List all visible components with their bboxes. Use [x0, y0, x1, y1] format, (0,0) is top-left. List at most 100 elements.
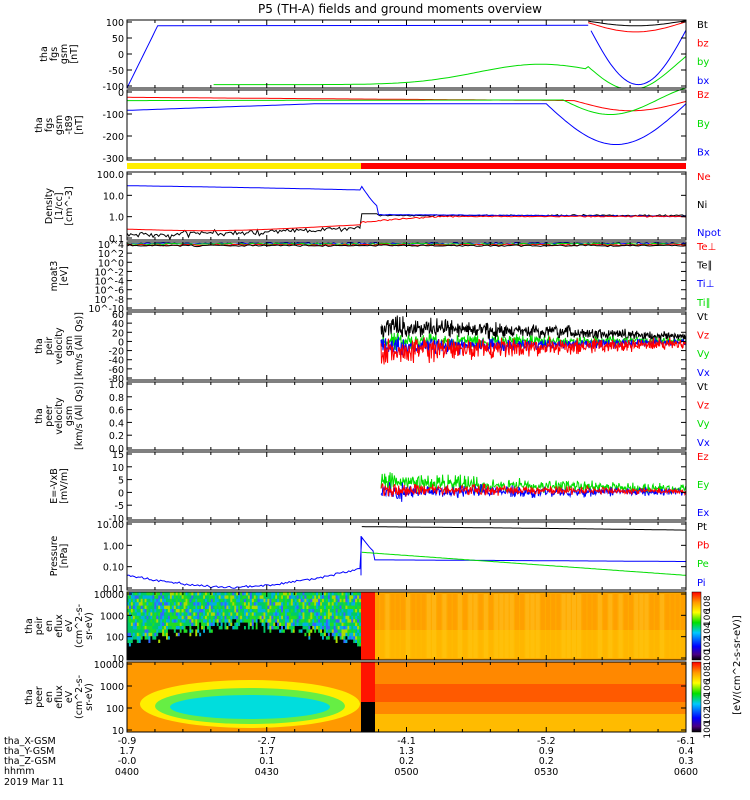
spectrogram-cell	[359, 622, 362, 627]
spectrogram-cell	[320, 619, 323, 624]
spectrogram-cell	[345, 605, 348, 610]
spectrogram-cell	[329, 598, 333, 603]
spectrogram-cell	[208, 609, 212, 613]
spectrogram-cell	[251, 619, 255, 624]
spectrogram-cell	[261, 612, 265, 617]
spectrogram-cell	[255, 646, 259, 651]
spectrogram-cell	[187, 598, 190, 603]
spectrogram-cell	[240, 643, 243, 647]
spectrogram-cell	[318, 653, 321, 658]
spectrogram-cell	[187, 592, 190, 596]
spectrogram-cell	[271, 592, 274, 596]
spectrogram-cell	[130, 643, 134, 647]
spectrogram-cell	[140, 622, 144, 627]
spectrogram-cell	[327, 653, 331, 658]
spectrogram-cell	[128, 626, 132, 630]
legend-label: Vx	[697, 368, 710, 379]
spectrogram-cell	[162, 649, 165, 654]
spectrogram-cell	[164, 649, 167, 654]
spectrogram-cell	[329, 605, 333, 610]
spectrogram-cell	[230, 605, 233, 610]
spectrogram-cell	[259, 592, 263, 596]
spectrogram-cell	[169, 612, 173, 617]
spectrogram-cell	[222, 653, 226, 658]
spectrogram-cell	[212, 629, 216, 634]
spectrogram-cell	[292, 632, 296, 637]
spectrogram-cell	[150, 592, 153, 596]
spectrogram-cell	[292, 626, 296, 630]
spectrogram-cell	[206, 656, 210, 661]
spectrogram-cell	[323, 609, 327, 613]
spectrogram-cell	[327, 602, 331, 607]
spectrogram-cell	[294, 622, 298, 627]
spectrogram-cell	[191, 656, 194, 661]
spectrogram-cell	[267, 632, 270, 637]
spectrogram-cell	[259, 602, 263, 607]
spectrogram-cell	[226, 629, 229, 634]
spectrogram-cell	[197, 632, 200, 637]
spectrogram-cell	[181, 626, 185, 630]
spectrogram-cell	[195, 649, 198, 654]
spectrogram-cell	[201, 595, 204, 600]
spectrogram-cell	[210, 626, 214, 630]
spectrogram-cell	[318, 656, 321, 661]
spectrogram-cell	[222, 612, 226, 617]
spectrogram-cell	[127, 622, 130, 627]
legend-label: Bt	[697, 20, 708, 31]
spectrogram-cell	[355, 595, 358, 600]
y-tick-label: 0	[118, 50, 124, 61]
spectrogram-cell	[205, 639, 208, 644]
spectrogram-cell	[343, 636, 346, 641]
spectrogram-cell	[249, 632, 253, 637]
spectrogram-cell	[195, 653, 198, 658]
spectrogram-cell	[286, 646, 290, 651]
spectrogram-cell	[257, 636, 261, 641]
spectrogram-cell	[343, 639, 346, 644]
spectrogram-cell	[238, 612, 241, 617]
spectrogram-cell	[197, 619, 200, 624]
spectrogram-cell	[146, 605, 149, 610]
spectrogram-cell	[296, 629, 300, 634]
spectrogram-cell	[195, 615, 198, 620]
spectrogram-cell	[288, 622, 292, 627]
spectrogram-cell	[187, 649, 190, 654]
spectrogram-cell	[267, 615, 270, 620]
spectrogram-cell	[331, 632, 335, 637]
spectrogram-cell	[263, 619, 266, 624]
spectrogram-cell	[275, 639, 278, 644]
spectrogram-cell	[187, 656, 190, 661]
spectrogram-cell	[160, 629, 163, 634]
spectrogram-cell	[349, 612, 352, 617]
spectrogram-cell	[240, 653, 243, 658]
spectrogram-cell	[320, 592, 323, 596]
spectrogram-cell	[281, 629, 284, 634]
spectrogram-cell	[169, 602, 173, 607]
spectrogram-cell	[343, 615, 346, 620]
spectrogram-cell	[281, 649, 284, 654]
spectrogram-cell	[175, 615, 179, 620]
spectrogram-cell	[206, 615, 210, 620]
spectrogram-cell	[284, 626, 288, 630]
spectrogram-cell	[249, 649, 253, 654]
spectrogram-cell	[152, 619, 155, 624]
spectrogram-cell	[206, 605, 210, 610]
data-layer	[126, 20, 687, 732]
spectrogram-cell	[286, 605, 290, 610]
legend-label: by	[697, 57, 709, 68]
spectrogram-cell	[164, 632, 167, 637]
spectrogram-cell	[255, 598, 259, 603]
spectrogram-cell	[347, 656, 350, 661]
spectrogram-cell	[189, 619, 192, 624]
spectrogram-cell	[320, 612, 323, 617]
spectrogram-cell	[185, 598, 188, 603]
spectrogram-cell	[345, 656, 348, 661]
spectrogram-cell	[240, 619, 243, 624]
spectrogram-cell	[351, 612, 354, 617]
spectrogram-cell	[199, 605, 202, 610]
spectrogram-cell	[269, 639, 272, 644]
spectrogram-cell	[185, 615, 188, 620]
spectrogram-cell	[134, 602, 138, 607]
spectrogram-cell	[267, 626, 270, 630]
spectrogram-cell	[322, 592, 325, 596]
y-axis-label: sr-eV)	[84, 612, 95, 640]
